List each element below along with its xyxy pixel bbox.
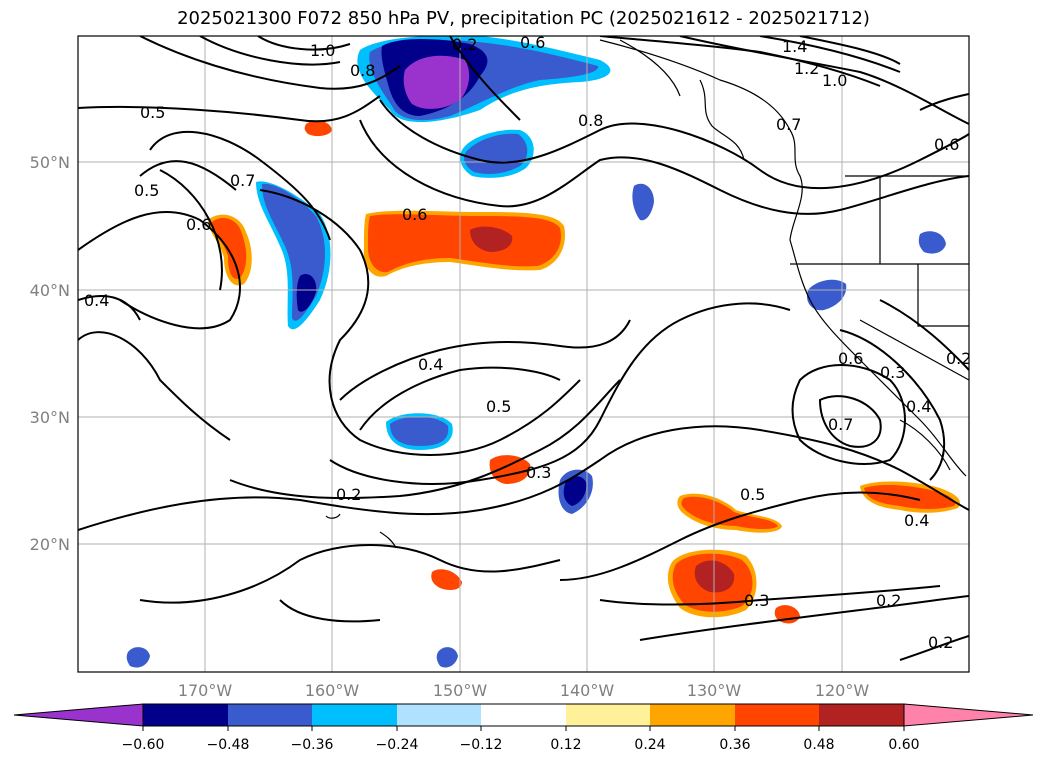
precip-blob-positive bbox=[212, 218, 247, 279]
colorbar-segment bbox=[819, 704, 904, 726]
latitude-labels: 50°N 40°N 30°N 20°N bbox=[30, 153, 70, 554]
lon-label: 120°W bbox=[815, 681, 870, 700]
colorbar-tick-label: 0.24 bbox=[634, 737, 665, 753]
precip-blob-positive bbox=[431, 569, 462, 590]
map-background bbox=[78, 36, 969, 672]
contour-label: 0.8 bbox=[578, 111, 603, 130]
lat-label: 20°N bbox=[30, 535, 70, 554]
map-title: 2025021300 F072 850 hPa PV, precipitatio… bbox=[177, 8, 870, 29]
contour-label: 0.4 bbox=[418, 355, 443, 374]
colorbar-extend-high bbox=[903, 703, 1034, 727]
contour-label: 0.7 bbox=[230, 171, 255, 190]
precip-blob-positive bbox=[470, 226, 513, 252]
precip-blob-positive bbox=[304, 120, 332, 137]
contour-label: 0.5 bbox=[134, 181, 159, 200]
precip-blob-negative bbox=[632, 183, 654, 221]
pv-contours bbox=[78, 36, 969, 661]
precip-blob-negative bbox=[403, 55, 470, 109]
colorbar-segment bbox=[143, 704, 228, 726]
lon-label: 130°W bbox=[687, 681, 742, 700]
contour-label: 0.4 bbox=[84, 291, 109, 310]
contour-label: 0.6 bbox=[402, 205, 427, 224]
contour-label: 0.7 bbox=[776, 115, 801, 134]
contour-label: 0.2 bbox=[452, 35, 477, 54]
precip-blob-negative bbox=[296, 273, 317, 312]
lon-label: 150°W bbox=[433, 681, 488, 700]
precip-shading bbox=[126, 36, 960, 668]
precip-blob-positive bbox=[368, 214, 562, 273]
colorbar-segment bbox=[228, 704, 312, 726]
lon-label: 140°W bbox=[560, 681, 615, 700]
precip-blob-negative bbox=[390, 416, 449, 446]
colorbar: −0.60 −0.48 −0.36 −0.24 −0.12 0.12 0.24 … bbox=[13, 703, 1034, 753]
colorbar-segment bbox=[481, 704, 566, 726]
colorbar-segment bbox=[735, 704, 819, 726]
contour-label: 0.7 bbox=[828, 415, 853, 434]
contour-label: 0.3 bbox=[526, 463, 551, 482]
lat-label: 40°N bbox=[30, 281, 70, 300]
contour-label: 0.2 bbox=[336, 485, 361, 504]
contour-label: 0.3 bbox=[880, 363, 905, 382]
colorbar-tick-label: −0.36 bbox=[291, 737, 334, 753]
contour-label: 0.2 bbox=[876, 591, 901, 610]
colorbar-tick-label: 0.60 bbox=[888, 737, 919, 753]
map-frame bbox=[77, 35, 970, 673]
colorbar-segment bbox=[566, 704, 650, 726]
contour-label: 0.6 bbox=[186, 215, 211, 234]
contour-label: 0.2 bbox=[946, 349, 971, 368]
contour-label: 0.6 bbox=[934, 135, 959, 154]
colorbar-tick-label: −0.60 bbox=[122, 737, 165, 753]
lon-label: 170°W bbox=[178, 681, 233, 700]
colorbar-tick-label: −0.48 bbox=[207, 737, 250, 753]
contour-label: 1.0 bbox=[310, 41, 335, 60]
lat-label: 30°N bbox=[30, 408, 70, 427]
contour-label: 0.4 bbox=[906, 397, 931, 416]
longitude-labels: 170°W 160°W 150°W 140°W 130°W 120°W bbox=[178, 681, 870, 700]
contour-label: 1.4 bbox=[782, 37, 807, 56]
contour-label: 0.6 bbox=[520, 33, 545, 52]
contour-label: 0.5 bbox=[140, 103, 165, 122]
precip-blob-negative bbox=[126, 647, 150, 668]
contour-label: 0.5 bbox=[486, 397, 511, 416]
precip-blob-negative bbox=[918, 231, 946, 254]
colorbar-tick-label: 0.48 bbox=[803, 737, 834, 753]
precip-blob-negative bbox=[464, 133, 528, 174]
contour-label: 0.2 bbox=[928, 633, 953, 652]
colorbar-extend-low bbox=[13, 703, 144, 727]
precip-blob-negative bbox=[563, 476, 587, 506]
contour-label: 0.4 bbox=[904, 511, 929, 530]
contour-label: 0.8 bbox=[350, 61, 375, 80]
contour-label: 1.0 bbox=[822, 71, 847, 90]
contour-labels: 1.0 0.8 0.2 0.6 1.4 1.2 1.0 0.5 0.8 0.7 … bbox=[84, 33, 971, 652]
colorbar-tick-label: −0.24 bbox=[376, 737, 419, 753]
lat-label: 50°N bbox=[30, 153, 70, 172]
contour-label: 0.5 bbox=[740, 485, 765, 504]
contour-label: 0.3 bbox=[744, 591, 769, 610]
colorbar-tick-label: 0.36 bbox=[719, 737, 750, 753]
graticule bbox=[78, 36, 969, 672]
contour-label: 1.2 bbox=[794, 59, 819, 78]
coastlines bbox=[325, 39, 969, 549]
precip-blob-negative bbox=[436, 647, 458, 668]
colorbar-segment bbox=[397, 704, 481, 726]
colorbar-segment bbox=[650, 704, 735, 726]
colorbar-segment bbox=[312, 704, 397, 726]
colorbar-outline bbox=[142, 703, 905, 727]
colorbar-tick-label: −0.12 bbox=[460, 737, 503, 753]
contour-label: 0.6 bbox=[838, 349, 863, 368]
precip-blob-negative bbox=[806, 279, 847, 311]
colorbar-tick-label: 0.12 bbox=[550, 737, 581, 753]
lon-label: 160°W bbox=[305, 681, 360, 700]
colorbar-ticks bbox=[142, 726, 905, 731]
precip-blob-positive bbox=[681, 496, 778, 529]
